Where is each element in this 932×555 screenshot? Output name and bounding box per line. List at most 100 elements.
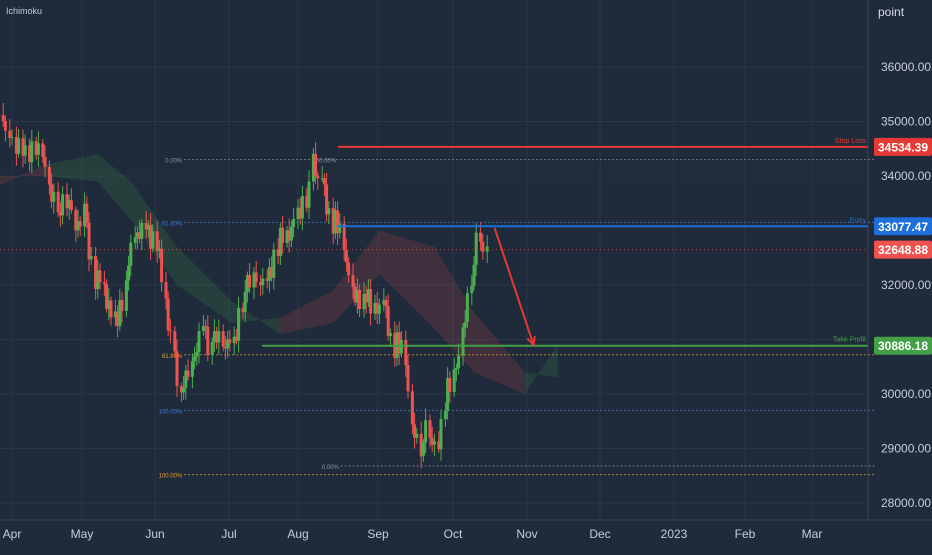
candle-body	[323, 178, 326, 184]
x-tick-label: Feb	[735, 527, 756, 541]
candle-body	[11, 137, 14, 138]
candle-body	[8, 131, 11, 138]
candle-body	[481, 242, 484, 252]
candle-body	[389, 333, 392, 336]
candle-body	[281, 228, 284, 243]
candle-body	[99, 270, 102, 282]
indicator-label[interactable]: Ichimoku	[6, 6, 42, 16]
candle-body	[475, 233, 478, 265]
candle-body	[411, 391, 414, 424]
x-tick-label: May	[71, 527, 94, 541]
candle-body	[85, 204, 88, 223]
candle-body	[193, 357, 196, 362]
x-tick-label: Aug	[287, 527, 308, 541]
candle-body	[228, 339, 231, 343]
candle-body	[244, 292, 247, 312]
fib-level-label: 100.00%	[159, 474, 183, 480]
candle-body	[429, 420, 432, 438]
candle-body	[88, 223, 91, 260]
candle-body	[173, 331, 176, 351]
candle-body	[222, 331, 225, 347]
price-badge-value: 34534.39	[878, 140, 928, 154]
candle-body	[198, 331, 201, 352]
candle-body	[140, 223, 143, 239]
y-tick-label: 28000.00	[881, 496, 931, 510]
candle-body	[52, 192, 55, 202]
candle-body	[352, 275, 355, 287]
fib-level-label: 0.00%	[165, 159, 183, 165]
candle-body	[211, 342, 214, 355]
candle-body	[486, 246, 489, 251]
candle-body	[424, 420, 427, 442]
x-tick-label: Oct	[444, 527, 463, 541]
candle-body	[369, 289, 372, 313]
candle-body	[316, 176, 319, 179]
candle-body	[70, 200, 73, 210]
candle-body	[134, 237, 137, 243]
candle-body	[422, 442, 425, 456]
candle-body	[61, 194, 64, 215]
candle-body	[121, 300, 124, 311]
y-tick-label: 32000.00	[881, 278, 931, 292]
candle-body	[308, 181, 311, 207]
candle-body	[345, 250, 348, 262]
candle-body	[217, 331, 220, 342]
candle-body	[187, 370, 190, 376]
candle-body	[237, 308, 240, 341]
candle-body	[125, 280, 128, 310]
candle-body	[17, 138, 20, 153]
price-badge-value: 33077.47	[878, 220, 928, 234]
entry-label: Entry	[850, 217, 867, 224]
x-tick-label: Dec	[589, 527, 610, 541]
candle-body	[358, 290, 361, 309]
candle-body	[44, 157, 47, 167]
candle-body	[301, 196, 304, 219]
candle-body	[255, 272, 258, 282]
candle-body	[292, 219, 295, 227]
x-tick-label: 2023	[661, 527, 688, 541]
candle-body	[195, 352, 198, 357]
price-axis[interactable]: 28000.0029000.0030000.0032000.0034000.00…	[881, 60, 931, 510]
candle-body	[103, 282, 106, 284]
candle-body	[169, 330, 172, 331]
fib-level-label: 61.80%	[162, 221, 183, 227]
candle-body	[457, 355, 460, 368]
x-tick-label: Jul	[221, 527, 236, 541]
fib-level-label: 0.00%	[322, 465, 340, 471]
x-tick-label: Sep	[367, 527, 389, 541]
candle-body	[473, 265, 476, 286]
candle-body	[176, 351, 179, 386]
price-badge-value: 30886.18	[878, 339, 928, 353]
candle-body	[290, 227, 293, 241]
x-tick-label: Nov	[516, 527, 537, 541]
candle-body	[448, 378, 451, 392]
candle-body	[343, 224, 346, 251]
candle-body	[30, 141, 33, 162]
candle-body	[57, 192, 60, 212]
candle-body	[404, 340, 407, 365]
candle-body	[470, 286, 473, 293]
candle-body	[440, 419, 443, 449]
candle-body	[385, 300, 388, 306]
stop-loss-label: Stop Loss	[835, 138, 867, 145]
y-tick-label: 34000.00	[881, 169, 931, 183]
x-tick-label: Jun	[145, 527, 164, 541]
candle-body	[248, 275, 251, 287]
candle-body	[182, 388, 185, 393]
candle-body	[41, 143, 44, 156]
candle-body	[151, 231, 154, 248]
x-tick-label: Apr	[3, 527, 22, 541]
candle-body	[127, 266, 130, 281]
fib-level-label: 61.80%	[162, 354, 183, 360]
candle-body	[4, 121, 7, 131]
take-profit-label: Take Profit	[833, 337, 866, 344]
candle-body	[204, 326, 207, 327]
candle-body	[464, 322, 467, 328]
candle-body	[462, 327, 465, 355]
candle-body	[378, 305, 381, 314]
candle-body	[415, 434, 418, 438]
candle-body	[479, 233, 482, 242]
